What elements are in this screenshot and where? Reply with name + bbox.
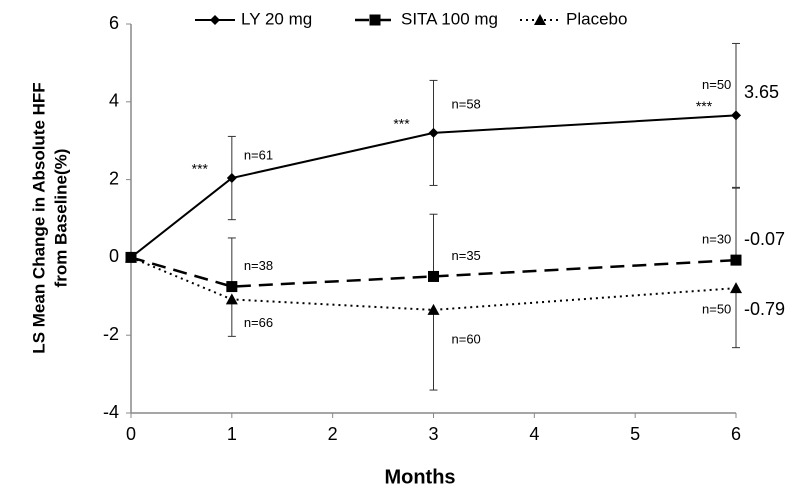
marker [226, 281, 238, 293]
n-label: n=61 [244, 147, 273, 162]
legend-marker [210, 15, 220, 25]
marker [225, 293, 238, 305]
legend-marker [534, 14, 546, 25]
series-line [130, 256, 737, 288]
marker [427, 303, 440, 315]
n-label: n=58 [452, 96, 481, 111]
value-label: 3.65 [744, 82, 779, 102]
y-tick-label: 2 [109, 168, 119, 188]
x-tick-label: 1 [227, 424, 237, 444]
marker [428, 127, 439, 138]
x-tick-label: 4 [529, 424, 539, 444]
significance-label: *** [192, 161, 209, 177]
legend-label: Placebo [566, 9, 627, 28]
legend-label: LY 20 mg [241, 9, 312, 28]
n-label: n=30 [702, 232, 731, 247]
n-label: n=38 [244, 258, 273, 273]
y-axis-label-line: from Baseline(%) [51, 149, 70, 288]
y-tick-label: -2 [103, 324, 119, 344]
y-tick-label: 0 [109, 246, 119, 266]
n-label: n=35 [452, 248, 481, 263]
x-tick-label: 0 [126, 424, 136, 444]
y-tick-label: -4 [103, 402, 119, 422]
series-line [130, 114, 737, 259]
marker [226, 173, 237, 184]
marker [731, 110, 741, 121]
x-axis-label: Months [384, 466, 455, 488]
marker [428, 270, 439, 282]
significance-label: *** [393, 116, 410, 132]
legend-marker [369, 14, 381, 26]
x-tick-label: 3 [428, 424, 438, 444]
n-label: n=60 [452, 331, 481, 346]
marker [730, 254, 742, 266]
y-axis-label: LS Mean Change in Absolute HFF from Base… [29, 82, 70, 353]
n-label: n=50 [702, 302, 731, 317]
series-line [130, 256, 737, 311]
x-tick-label: 6 [731, 424, 741, 444]
value-label: -0.07 [744, 229, 785, 249]
value-label: -0.79 [744, 299, 785, 319]
x-tick-label: 5 [630, 424, 640, 444]
y-axis-label-line: LS Mean Change in Absolute HFF [29, 82, 48, 353]
n-label: n=66 [244, 315, 273, 330]
marker [730, 282, 742, 294]
legend-label: SITA 100 mg [401, 9, 498, 28]
marker [125, 251, 137, 263]
n-label: n=50 [702, 77, 731, 92]
significance-label: *** [696, 98, 713, 114]
y-tick-label: 6 [109, 13, 119, 33]
y-tick-label: 4 [109, 91, 119, 111]
x-tick-label: 2 [328, 424, 338, 444]
